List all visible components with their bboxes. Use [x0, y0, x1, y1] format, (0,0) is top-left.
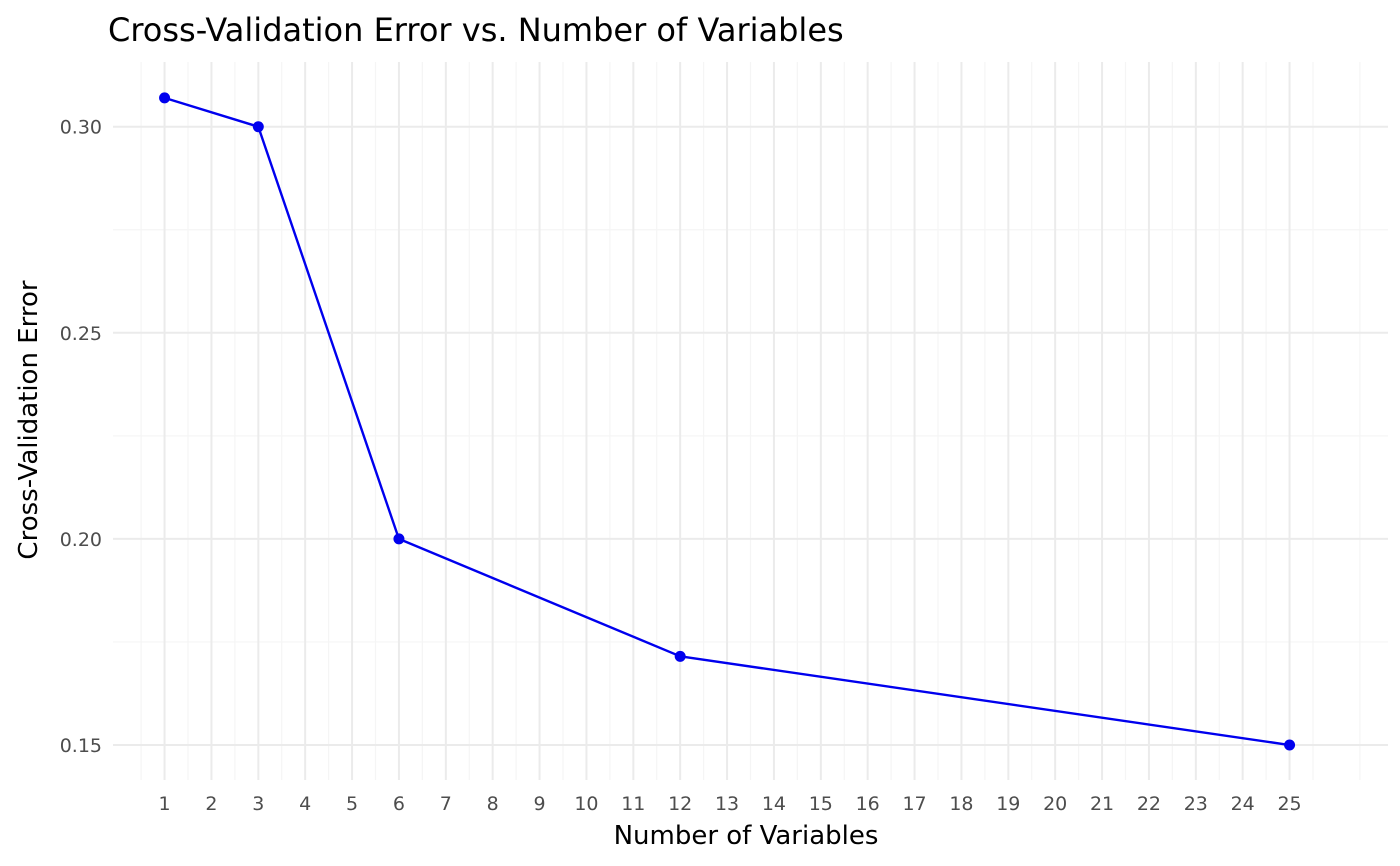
x-tick-label: 4 [299, 793, 311, 815]
x-tick-label: 11 [621, 793, 645, 815]
x-axis-ticks: 1 2 3 4 5 6 7 8 9 10 11 12 13 14 15 16 17 18 19 20 21 22 23 24 2… [159, 793, 1302, 815]
y-tick-label: 0.25 [60, 323, 102, 345]
x-tick-label: 5 [346, 793, 358, 815]
x-tick-label: 19 [996, 793, 1020, 815]
x-tick-label: 16 [856, 793, 880, 815]
x-axis-title: Number of Variables [614, 821, 879, 851]
x-tick-label: 3 [252, 793, 264, 815]
x-tick-label: 8 [487, 793, 499, 815]
data-point [393, 533, 405, 545]
x-tick-label: 7 [440, 793, 452, 815]
x-tick-label: 23 [1184, 793, 1208, 815]
data-point [252, 121, 264, 133]
x-tick-label: 21 [1090, 793, 1114, 815]
y-axis-ticks: 0.15 0.20 0.25 0.30 [60, 117, 102, 757]
x-tick-label: 1 [159, 793, 171, 815]
x-tick-label: 18 [949, 793, 973, 815]
x-tick-label: 12 [668, 793, 692, 815]
x-tick-label: 9 [534, 793, 546, 815]
x-tick-label: 25 [1277, 793, 1301, 815]
x-tick-label: 15 [809, 793, 833, 815]
y-tick-label: 0.20 [60, 529, 102, 551]
data-point [674, 650, 686, 662]
x-tick-label: 14 [762, 793, 786, 815]
x-tick-label: 24 [1231, 793, 1255, 815]
x-tick-label: 17 [902, 793, 926, 815]
y-axis-title: Cross-Validation Error [14, 280, 44, 559]
data-point [159, 92, 171, 104]
chart-title: Cross-Validation Error vs. Number of Var… [108, 11, 844, 49]
x-tick-label: 2 [205, 793, 217, 815]
y-tick-label: 0.15 [60, 735, 102, 757]
data-point [1284, 739, 1296, 751]
x-tick-label: 6 [393, 793, 405, 815]
series-layer [159, 92, 1296, 751]
y-tick-label: 0.30 [60, 117, 102, 139]
x-tick-label: 22 [1137, 793, 1161, 815]
x-tick-label: 13 [715, 793, 739, 815]
x-tick-label: 20 [1043, 793, 1067, 815]
x-tick-label: 10 [574, 793, 598, 815]
grid [113, 62, 1388, 780]
